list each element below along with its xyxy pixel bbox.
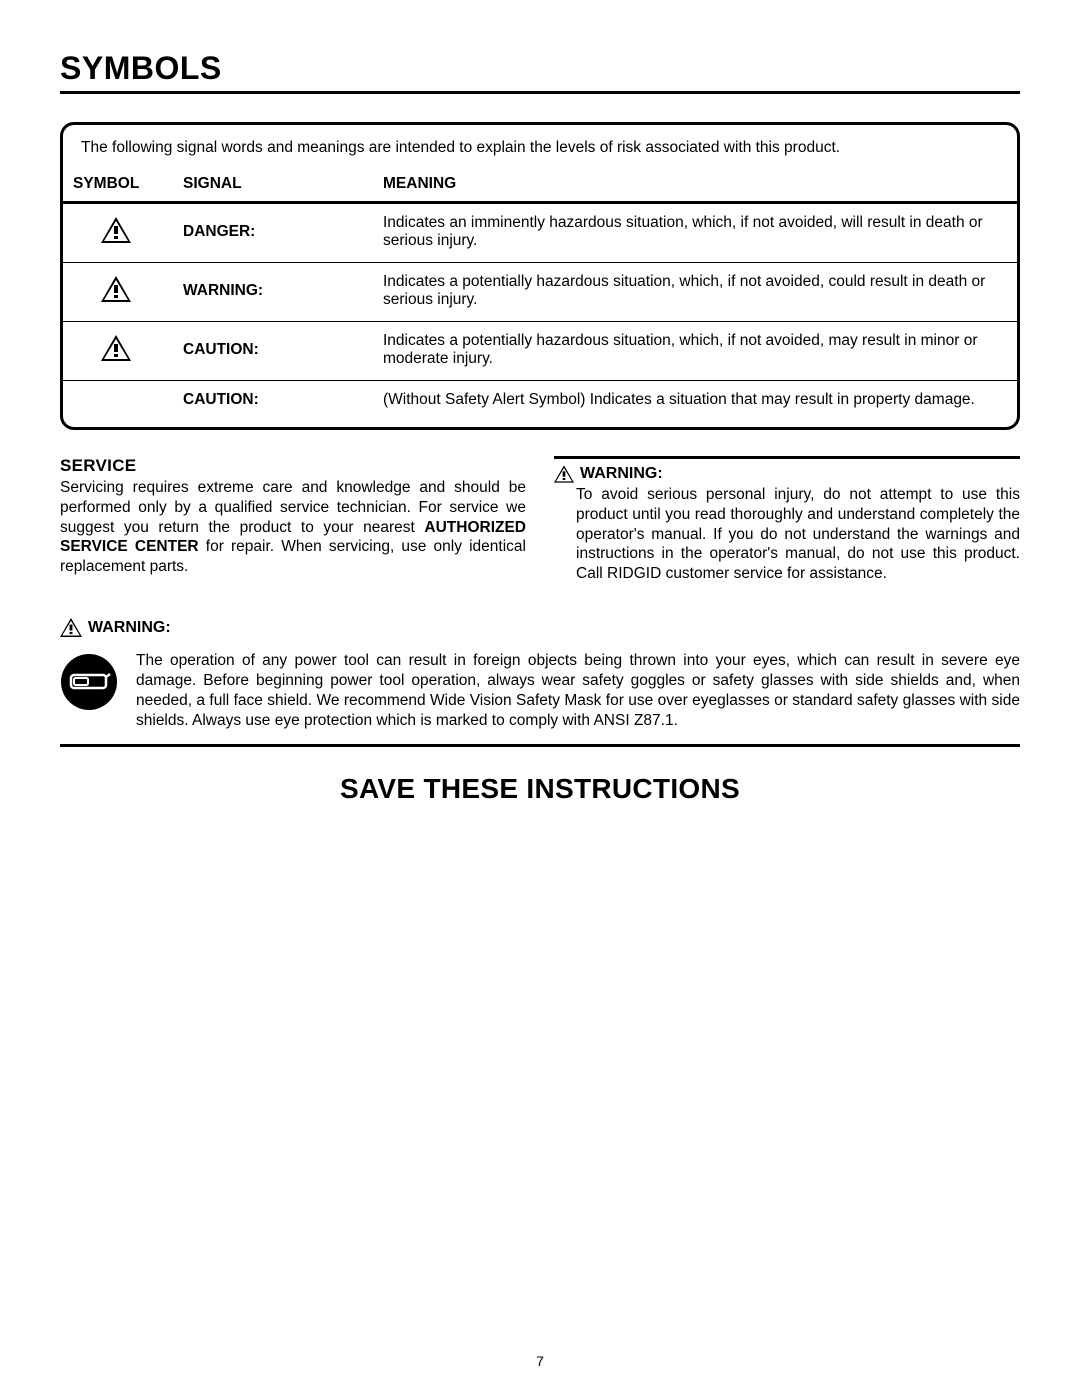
save-instructions: SAVE THESE INSTRUCTIONS bbox=[60, 773, 1020, 805]
table-row: CAUTION: (Without Safety Alert Symbol) I… bbox=[63, 381, 1017, 428]
table-row: CAUTION: Indicates a potentially hazardo… bbox=[63, 322, 1017, 381]
right-warning-heading: WARNING: bbox=[580, 465, 663, 483]
cell-signal: CAUTION: bbox=[173, 322, 373, 381]
right-warning-column: WARNING: To avoid serious personal injur… bbox=[554, 456, 1020, 584]
full-warning-heading: WARNING: bbox=[88, 619, 171, 637]
alert-triangle-icon bbox=[101, 217, 131, 243]
table-header-row: SYMBOL SIGNAL MEANING bbox=[63, 169, 1017, 203]
cell-symbol bbox=[63, 322, 173, 381]
cell-signal: DANGER: bbox=[173, 203, 373, 263]
table-row: DANGER: Indicates an imminently hazardou… bbox=[63, 203, 1017, 263]
cell-symbol bbox=[63, 203, 173, 263]
full-warning-text: The operation of any power tool can resu… bbox=[136, 651, 1020, 730]
header-signal: SIGNAL bbox=[173, 169, 373, 203]
alert-triangle-icon bbox=[554, 465, 574, 483]
cell-meaning: Indicates a potentially hazardous situat… bbox=[373, 263, 1017, 322]
alert-triangle-icon bbox=[101, 276, 131, 302]
cell-meaning: Indicates a potentially hazardous situat… bbox=[373, 322, 1017, 381]
page-title: SYMBOLS bbox=[60, 50, 1020, 94]
cell-signal: WARNING: bbox=[173, 263, 373, 322]
cell-meaning: Indicates an imminently hazardous situat… bbox=[373, 203, 1017, 263]
full-warning-row: The operation of any power tool can resu… bbox=[60, 651, 1020, 730]
cell-signal: CAUTION: bbox=[173, 381, 373, 428]
service-heading: SERVICE bbox=[60, 456, 526, 476]
cell-meaning: (Without Safety Alert Symbol) Indicates … bbox=[373, 381, 1017, 428]
cell-symbol bbox=[63, 381, 173, 428]
symbols-table: SYMBOL SIGNAL MEANING DANGER: Indicates … bbox=[63, 169, 1017, 427]
symbols-table-container: The following signal words and meanings … bbox=[60, 122, 1020, 430]
goggles-icon bbox=[60, 653, 118, 716]
header-meaning: MEANING bbox=[373, 169, 1017, 203]
two-column-section: SERVICE Servicing requires extreme care … bbox=[60, 456, 1020, 584]
page-number: 7 bbox=[0, 1353, 1080, 1369]
right-warning-head: WARNING: bbox=[554, 465, 1020, 483]
service-text: Servicing requires extreme care and know… bbox=[60, 478, 526, 577]
intro-text: The following signal words and meanings … bbox=[63, 135, 1017, 169]
right-divider: WARNING: To avoid serious personal injur… bbox=[554, 456, 1020, 584]
table-body: DANGER: Indicates an imminently hazardou… bbox=[63, 203, 1017, 428]
full-warning-head: WARNING: bbox=[60, 618, 1020, 637]
alert-triangle-icon bbox=[101, 335, 131, 361]
cell-symbol bbox=[63, 263, 173, 322]
table-row: WARNING: Indicates a potentially hazardo… bbox=[63, 263, 1017, 322]
full-width-warning: WARNING: The operation of any power tool… bbox=[60, 618, 1020, 747]
service-column: SERVICE Servicing requires extreme care … bbox=[60, 456, 526, 584]
alert-triangle-icon bbox=[60, 618, 82, 637]
header-symbol: SYMBOL bbox=[63, 169, 173, 203]
right-warning-text: To avoid serious personal injury, do not… bbox=[554, 485, 1020, 584]
